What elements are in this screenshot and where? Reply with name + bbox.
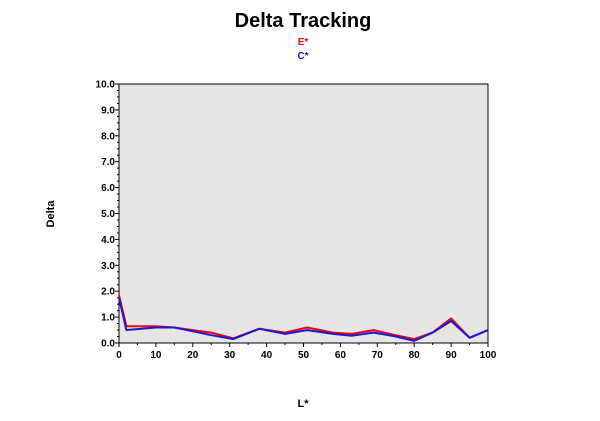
y-tick-label: 6.0 [101,183,115,194]
x-tick-label: 80 [409,350,421,361]
y-tick-label: 0.0 [101,339,115,350]
x-axis: 0 10 20 30 40 50 60 70 80 90 100 [116,343,497,361]
x-tick-label: 10 [150,350,162,361]
x-tick-label: 50 [298,350,310,361]
y-tick-label: 4.0 [101,235,115,246]
y-axis-label: Delta [45,200,57,228]
legend-entry-e: E* [298,37,309,48]
series-lines [118,294,489,342]
series-line-c [118,297,489,342]
y-axis: 0.0 1.0 2.0 3.0 4.0 5.0 6.0 7.0 8.0 9.0 10.0 [96,80,119,350]
x-tick-label: 100 [480,350,497,361]
y-tick-label: 2.0 [101,287,115,298]
legend-entry-c: C* [297,51,308,62]
x-tick-label: 60 [335,350,347,361]
y-tick-label: 1.0 [101,313,115,324]
x-tick-label: 70 [372,350,384,361]
x-axis-label: L* [298,398,310,410]
y-tick-label: 10.0 [96,80,116,91]
plot-area [118,83,489,344]
y-tick-label: 9.0 [101,105,115,116]
y-tick-label: 5.0 [101,209,115,220]
y-tick-label: 7.0 [101,157,115,168]
x-tick-label: 30 [224,350,236,361]
x-tick-label: 20 [187,350,199,361]
y-tick-label: 8.0 [101,131,115,142]
chart-title: Delta Tracking [235,10,372,32]
y-tick-label: 3.0 [101,261,115,272]
x-tick-label: 90 [446,350,458,361]
x-tick-label: 40 [261,350,273,361]
x-tick-label: 0 [116,350,122,361]
